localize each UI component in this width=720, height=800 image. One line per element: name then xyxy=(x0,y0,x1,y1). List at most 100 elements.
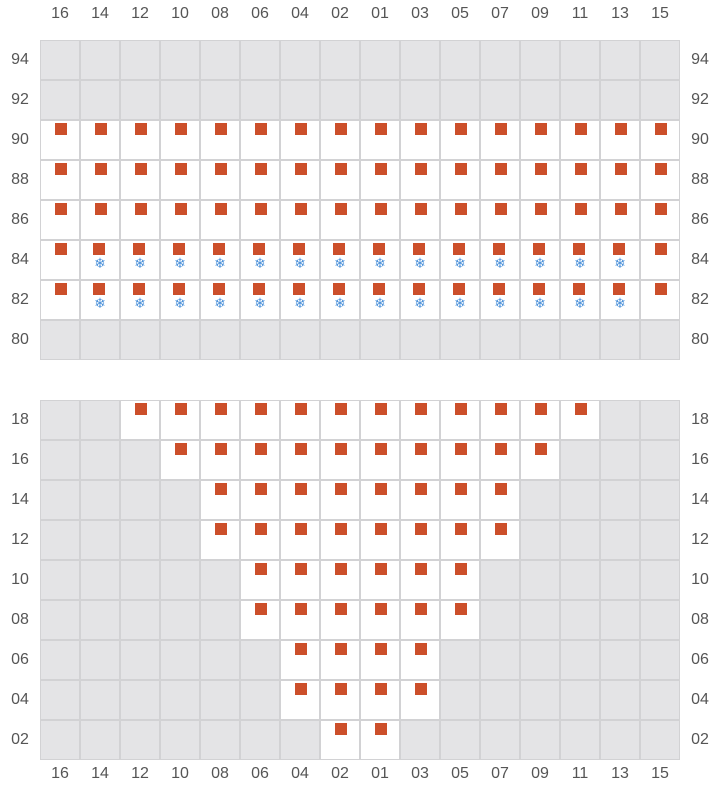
slot-cell[interactable] xyxy=(440,160,480,200)
slot-cell[interactable]: ❄ xyxy=(80,240,120,280)
slot-cell[interactable] xyxy=(200,200,240,240)
slot-cell[interactable] xyxy=(480,400,520,440)
slot-cell[interactable] xyxy=(640,200,680,240)
slot-cell[interactable] xyxy=(240,200,280,240)
slot-cell[interactable]: ❄ xyxy=(160,280,200,320)
slot-cell[interactable]: ❄ xyxy=(600,240,640,280)
slot-cell[interactable] xyxy=(200,160,240,200)
slot-cell[interactable]: ❄ xyxy=(520,240,560,280)
slot-cell[interactable] xyxy=(360,440,400,480)
slot-cell[interactable] xyxy=(80,120,120,160)
slot-cell[interactable] xyxy=(280,560,320,600)
slot-cell[interactable] xyxy=(560,120,600,160)
slot-cell[interactable] xyxy=(400,160,440,200)
slot-cell[interactable] xyxy=(320,480,360,520)
slot-cell[interactable] xyxy=(440,400,480,440)
slot-cell[interactable]: ❄ xyxy=(360,280,400,320)
slot-cell[interactable] xyxy=(320,720,360,760)
slot-cell[interactable] xyxy=(600,120,640,160)
slot-cell[interactable] xyxy=(280,440,320,480)
slot-cell[interactable] xyxy=(160,400,200,440)
slot-cell[interactable]: ❄ xyxy=(280,280,320,320)
slot-cell[interactable]: ❄ xyxy=(120,240,160,280)
slot-cell[interactable] xyxy=(120,200,160,240)
slot-cell[interactable] xyxy=(280,120,320,160)
slot-cell[interactable] xyxy=(200,400,240,440)
slot-cell[interactable] xyxy=(600,200,640,240)
slot-cell[interactable] xyxy=(360,400,400,440)
slot-cell[interactable] xyxy=(400,480,440,520)
slot-cell[interactable] xyxy=(320,160,360,200)
slot-cell[interactable]: ❄ xyxy=(240,280,280,320)
slot-cell[interactable] xyxy=(360,560,400,600)
slot-cell[interactable] xyxy=(40,160,80,200)
slot-cell[interactable] xyxy=(160,200,200,240)
slot-cell[interactable] xyxy=(440,120,480,160)
slot-cell[interactable] xyxy=(520,400,560,440)
slot-cell[interactable]: ❄ xyxy=(400,240,440,280)
slot-cell[interactable]: ❄ xyxy=(80,280,120,320)
slot-cell[interactable] xyxy=(40,240,80,280)
slot-cell[interactable] xyxy=(520,200,560,240)
slot-cell[interactable] xyxy=(320,520,360,560)
slot-cell[interactable]: ❄ xyxy=(120,280,160,320)
slot-cell[interactable] xyxy=(480,120,520,160)
slot-cell[interactable] xyxy=(440,560,480,600)
slot-cell[interactable]: ❄ xyxy=(440,240,480,280)
slot-cell[interactable] xyxy=(160,160,200,200)
slot-cell[interactable] xyxy=(160,440,200,480)
slot-cell[interactable]: ❄ xyxy=(320,280,360,320)
slot-cell[interactable] xyxy=(320,440,360,480)
slot-cell[interactable]: ❄ xyxy=(560,280,600,320)
slot-cell[interactable] xyxy=(240,440,280,480)
slot-cell[interactable] xyxy=(240,600,280,640)
slot-cell[interactable] xyxy=(200,440,240,480)
slot-cell[interactable] xyxy=(40,200,80,240)
slot-cell[interactable] xyxy=(360,120,400,160)
slot-cell[interactable] xyxy=(200,480,240,520)
slot-cell[interactable] xyxy=(280,680,320,720)
slot-cell[interactable] xyxy=(40,120,80,160)
slot-cell[interactable] xyxy=(240,480,280,520)
slot-cell[interactable] xyxy=(360,480,400,520)
slot-cell[interactable] xyxy=(240,120,280,160)
slot-cell[interactable] xyxy=(360,640,400,680)
slot-cell[interactable] xyxy=(320,640,360,680)
slot-cell[interactable] xyxy=(400,640,440,680)
slot-cell[interactable] xyxy=(480,160,520,200)
slot-cell[interactable]: ❄ xyxy=(240,240,280,280)
slot-cell[interactable] xyxy=(640,280,680,320)
slot-cell[interactable] xyxy=(360,520,400,560)
slot-cell[interactable] xyxy=(280,160,320,200)
slot-cell[interactable] xyxy=(320,680,360,720)
slot-cell[interactable]: ❄ xyxy=(280,240,320,280)
slot-cell[interactable] xyxy=(520,160,560,200)
slot-cell[interactable] xyxy=(600,160,640,200)
slot-cell[interactable]: ❄ xyxy=(320,240,360,280)
slot-cell[interactable]: ❄ xyxy=(200,280,240,320)
slot-cell[interactable] xyxy=(480,200,520,240)
slot-cell[interactable] xyxy=(200,520,240,560)
slot-cell[interactable] xyxy=(440,480,480,520)
slot-cell[interactable] xyxy=(320,400,360,440)
slot-cell[interactable] xyxy=(240,560,280,600)
slot-cell[interactable] xyxy=(160,120,200,160)
slot-cell[interactable] xyxy=(400,680,440,720)
slot-cell[interactable] xyxy=(240,520,280,560)
slot-cell[interactable] xyxy=(280,520,320,560)
slot-cell[interactable] xyxy=(120,120,160,160)
slot-cell[interactable] xyxy=(440,520,480,560)
slot-cell[interactable] xyxy=(280,480,320,520)
slot-cell[interactable]: ❄ xyxy=(480,280,520,320)
slot-cell[interactable] xyxy=(400,560,440,600)
slot-cell[interactable] xyxy=(640,120,680,160)
slot-cell[interactable] xyxy=(280,200,320,240)
slot-cell[interactable] xyxy=(520,120,560,160)
slot-cell[interactable] xyxy=(120,400,160,440)
slot-cell[interactable]: ❄ xyxy=(480,240,520,280)
slot-cell[interactable] xyxy=(80,160,120,200)
slot-cell[interactable] xyxy=(400,440,440,480)
slot-cell[interactable] xyxy=(80,200,120,240)
slot-cell[interactable] xyxy=(560,200,600,240)
slot-cell[interactable] xyxy=(440,600,480,640)
